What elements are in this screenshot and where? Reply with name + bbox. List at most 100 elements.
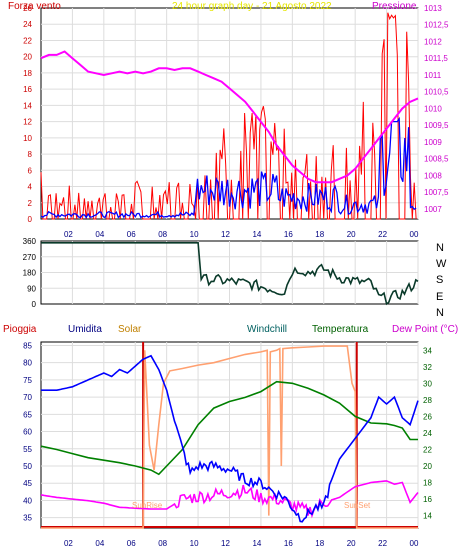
y-left-tick-label: 4 [28, 183, 33, 192]
y-right-tick-label: 1010,5 [424, 88, 449, 97]
y-left-tick-label: 0 [28, 215, 33, 224]
humidity-tick-label: 85 [23, 341, 32, 350]
compass-label: E [436, 291, 443, 303]
humidity-tick-label: 70 [23, 393, 32, 402]
legend-rain: Pioggia [3, 324, 37, 335]
legend-humidity: Umidita [68, 324, 102, 335]
temperature-tick-label: 20 [423, 462, 432, 471]
y-left-tick-label: 6 [28, 166, 33, 175]
x-tick-label: 02 [64, 539, 73, 548]
humidity-tick-label: 50 [23, 462, 32, 471]
direction-series [41, 242, 419, 306]
humidity-tick-label: 80 [23, 359, 32, 368]
humidity-tick-label: 55 [23, 445, 32, 454]
pressure-axis-title: Pressione [372, 1, 417, 12]
humidity-temperature-series [40, 342, 419, 529]
y-right-tick-label: 1013 [424, 4, 442, 13]
x-tick-label: 16 [284, 539, 293, 548]
direction-tick-label: 90 [27, 284, 36, 293]
y-right-tick-label: 1007,5 [424, 188, 449, 197]
sunrise-label: SunRise [132, 501, 163, 510]
dewpoint-line [40, 480, 419, 519]
direction-tick-label: 180 [23, 269, 37, 278]
humidity-tick-label: 45 [23, 479, 32, 488]
direction-tick-label: 360 [23, 237, 37, 246]
temperature-tick-label: 30 [423, 379, 432, 388]
temperature-tick-label: 22 [423, 445, 432, 454]
direction-tick-label: 270 [23, 253, 37, 262]
x-tick-label: 06 [127, 539, 136, 548]
x-tick-label: 12 [221, 539, 230, 548]
x-tick-label: 14 [252, 539, 261, 548]
x-tick-label: 18 [315, 230, 324, 239]
legend-solar: Solar [118, 324, 142, 335]
y-left-tick-label: 24 [23, 20, 32, 29]
x-tick-label: 02 [64, 230, 73, 239]
y-left-tick-label: 10 [23, 134, 32, 143]
x-tick-label: 00 [410, 539, 419, 548]
compass-label: N [436, 242, 444, 254]
temperature-line [40, 380, 418, 476]
temperature-tick-label: 18 [423, 479, 432, 488]
y-right-tick-label: 1011 [424, 71, 442, 80]
y-right-tick-label: 1007 [424, 205, 442, 214]
compass-label: S [436, 274, 443, 286]
y-left-tick-label: 12 [23, 118, 32, 127]
x-tick-label: 10 [190, 230, 199, 239]
y-left-tick-label: 8 [28, 150, 33, 159]
y-left-tick-label: 22 [23, 36, 32, 45]
legend-dewpoint: Dew Point (°C) [392, 324, 458, 335]
x-tick-label: 08 [158, 230, 167, 239]
direction-tick-label: 0 [32, 300, 37, 309]
x-tick-label: 00 [410, 230, 419, 239]
y-right-tick-label: 1012 [424, 37, 442, 46]
y-right-tick-label: 1011,5 [424, 54, 448, 63]
y-right-tick-label: 1012,5 [424, 21, 449, 30]
compass-label: W [436, 258, 447, 270]
humidity-line [41, 354, 419, 523]
x-tick-label: 10 [190, 539, 199, 548]
temperature-tick-label: 16 [423, 495, 432, 504]
temperature-tick-label: 32 [423, 363, 432, 372]
compass-label: N [436, 307, 444, 319]
y-right-tick-label: 1008,5 [424, 155, 449, 164]
y-right-tick-label: 1010 [424, 104, 442, 113]
y-left-tick-label: 16 [23, 85, 32, 94]
wind-gust-line [40, 12, 417, 220]
legend-temperature: Temperatura [312, 324, 369, 335]
humidity-tick-label: 40 [23, 496, 32, 505]
chart-title: 24 hour graph day - 21 Agosto 2022 [172, 1, 332, 12]
y-right-tick-label: 1009 [424, 138, 442, 147]
humidity-temperature-axes: 35 40 45 50 55 60 65 70 75 80 85 14 16 18 20 22 24 26 28 30… [23, 341, 432, 548]
temperature-tick-label: 24 [423, 429, 432, 438]
solar-line [41, 345, 418, 529]
temperature-tick-label: 34 [423, 346, 432, 355]
x-tick-label: 06 [127, 230, 136, 239]
x-tick-label: 20 [347, 539, 356, 548]
direction-grid [41, 241, 419, 304]
x-tick-label: 18 [315, 539, 324, 548]
wind-speed-line [40, 116, 417, 219]
x-tick-label: 22 [378, 230, 387, 239]
x-tick-label: 12 [221, 230, 230, 239]
y-right-tick-label: 1008 [424, 171, 442, 180]
x-tick-label: 14 [252, 230, 261, 239]
pressure-line [40, 50, 419, 184]
humidity-tick-label: 75 [23, 376, 32, 385]
y-left-tick-label: 18 [23, 69, 32, 78]
x-tick-label: 16 [284, 230, 293, 239]
legend-windchill: Windchill [247, 324, 287, 335]
x-tick-label: 04 [95, 230, 104, 239]
temperature-tick-label: 26 [423, 412, 432, 421]
x-tick-label: 22 [378, 539, 387, 548]
y-left-tick-label: 14 [23, 101, 32, 110]
sunset-label: SunSet [344, 501, 371, 510]
x-tick-label: 20 [347, 230, 356, 239]
humidity-tick-label: 35 [23, 514, 32, 523]
x-tick-label: 08 [158, 539, 167, 548]
humidity-tick-label: 65 [23, 410, 32, 419]
